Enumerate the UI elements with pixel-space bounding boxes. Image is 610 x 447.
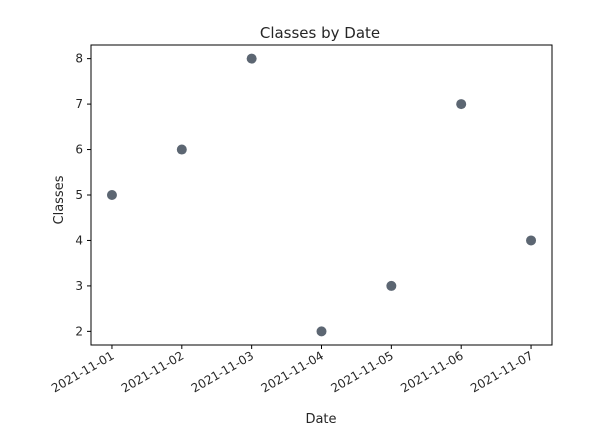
- data-points: [106, 53, 537, 337]
- data-point: [106, 190, 117, 200]
- x-tick-label: 2021-11-03: [189, 348, 256, 395]
- data-point: [176, 144, 187, 155]
- chart-title: Classes by Date: [260, 24, 380, 42]
- y-tick-label: 4: [75, 233, 83, 247]
- x-tick-label: 2021-11-06: [398, 348, 465, 395]
- x-tick-label: 2021-11-01: [49, 348, 116, 395]
- y-tick-label: 2: [75, 324, 83, 338]
- y-tick-label: 8: [75, 52, 83, 66]
- y-axis-label: Classes: [52, 175, 67, 224]
- data-point: [246, 53, 257, 64]
- y-tick-label: 3: [75, 279, 83, 293]
- x-tick-label: 2021-11-05: [328, 348, 395, 395]
- y-tick-label: 7: [75, 97, 83, 111]
- data-point: [316, 326, 327, 337]
- x-axis-label: Date: [305, 412, 336, 427]
- x-axis: 2021-11-01 2021-11-02 2021-11-03 2021-11-04…: [49, 345, 536, 395]
- data-point: [456, 99, 467, 110]
- y-axis: 2 3 4 5 6 7 8: [75, 52, 91, 338]
- data-point: [386, 280, 397, 291]
- x-tick-label: 2021-11-07: [468, 348, 535, 395]
- plot-area: [90, 44, 553, 346]
- y-tick-label: 5: [75, 188, 83, 202]
- x-tick-label: 2021-11-04: [259, 348, 326, 395]
- y-tick-label: 6: [75, 143, 83, 157]
- x-tick-label: 2021-11-02: [119, 348, 186, 395]
- data-point: [526, 235, 537, 246]
